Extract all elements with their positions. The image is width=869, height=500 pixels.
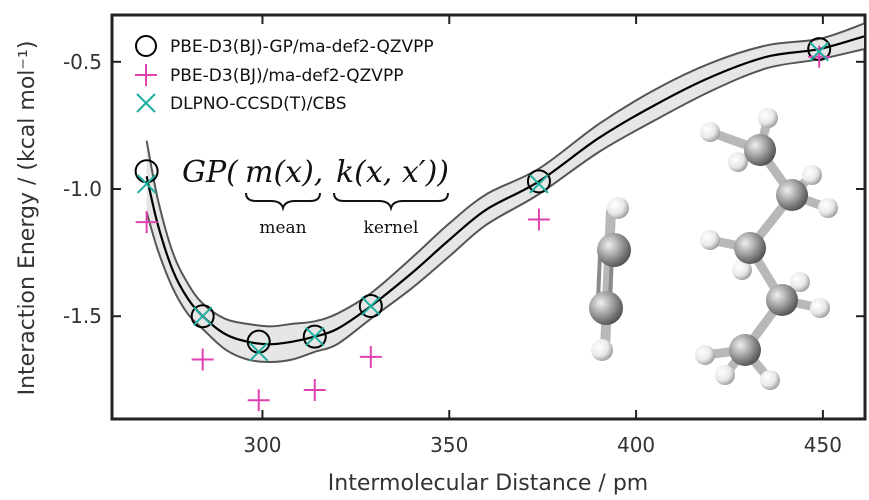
butane-atoms xyxy=(695,108,838,390)
y-tick-label: -0.5 xyxy=(63,50,102,74)
point-pbe-plus xyxy=(808,45,831,68)
point-dlpno-x xyxy=(249,342,269,362)
gp-band-fill xyxy=(146,23,865,362)
legend-marker-x xyxy=(136,93,156,113)
legend-label-dlpno: DLPNO-CCSD(T)/CBS xyxy=(170,94,347,114)
point-gp-circle xyxy=(358,294,383,319)
plot-area-frame xyxy=(110,13,867,421)
kernel-label: kernel xyxy=(364,218,419,238)
point-gp-circle xyxy=(526,169,551,194)
x-stroke-b xyxy=(249,342,269,362)
gp-formula-annotation: GP( m(x), k(x, x′)) mean kernel xyxy=(182,155,449,238)
point-gp-circle xyxy=(134,159,159,184)
point-dlpno-x xyxy=(305,326,325,347)
x-tick-label: 450 xyxy=(804,433,842,457)
legend-marker-plus xyxy=(135,64,157,86)
point-dlpno-x xyxy=(136,174,157,194)
point-gp-circle xyxy=(302,324,327,349)
gp-formula-mean-term: m(x), xyxy=(245,155,323,190)
x-stroke-b xyxy=(136,174,157,194)
x-tick-label: 300 xyxy=(243,433,281,457)
gp-band-upper-edge xyxy=(145,22,865,328)
legend-marker-circle xyxy=(135,35,157,57)
gp-formula-prefix: GP( xyxy=(182,155,239,190)
legend-label-pbe: PBE-D3(BJ)/ma-def2-QZVPP xyxy=(170,66,403,86)
y-tick-label: -1.0 xyxy=(63,177,102,201)
point-pbe-plus xyxy=(135,211,158,234)
x-axis-label: Intermolecular Distance / pm xyxy=(328,471,648,496)
point-dlpno-x xyxy=(361,296,381,316)
point-pbe-plus xyxy=(359,345,382,368)
molecule-illustration xyxy=(589,108,838,390)
acetylene-molecule xyxy=(589,197,631,361)
mean-underbrace xyxy=(245,192,321,212)
point-dlpno-x xyxy=(809,41,829,62)
point-dlpno-x xyxy=(529,174,549,194)
x-tick-label: 400 xyxy=(617,433,655,457)
gp-formula-kernel-term: k(x, x′)) xyxy=(336,155,449,190)
x-stroke-b xyxy=(305,326,325,347)
point-pbe-plus xyxy=(527,208,550,231)
axis-ticks: 300 350 400 450 -0.5 -1.0 -1.5 xyxy=(63,16,864,457)
point-pbe-plus xyxy=(303,379,326,402)
point-gp-circle xyxy=(190,304,215,329)
x-stroke-b xyxy=(361,296,381,316)
point-pbe-plus xyxy=(247,389,270,412)
legend: PBE-D3(BJ)-GP/ma-def2-QZVPP PBE-D3(BJ)/m… xyxy=(135,35,434,114)
data-points xyxy=(134,37,832,412)
point-pbe-plus xyxy=(191,348,214,371)
x-stroke-b xyxy=(529,174,549,194)
x-stroke-b xyxy=(192,306,213,326)
x-stroke-b xyxy=(809,41,829,62)
y-axis-label: Interaction Energy / (kcal mol⁻¹) xyxy=(15,41,40,396)
kernel-underbrace xyxy=(333,192,449,212)
x-tick-label: 350 xyxy=(430,433,468,457)
mean-label: mean xyxy=(259,218,306,238)
point-dlpno-x xyxy=(192,306,213,326)
y-tick-label: -1.5 xyxy=(63,304,102,328)
legend-label-gp: PBE-D3(BJ)-GP/ma-def2-QZVPP xyxy=(170,37,434,57)
